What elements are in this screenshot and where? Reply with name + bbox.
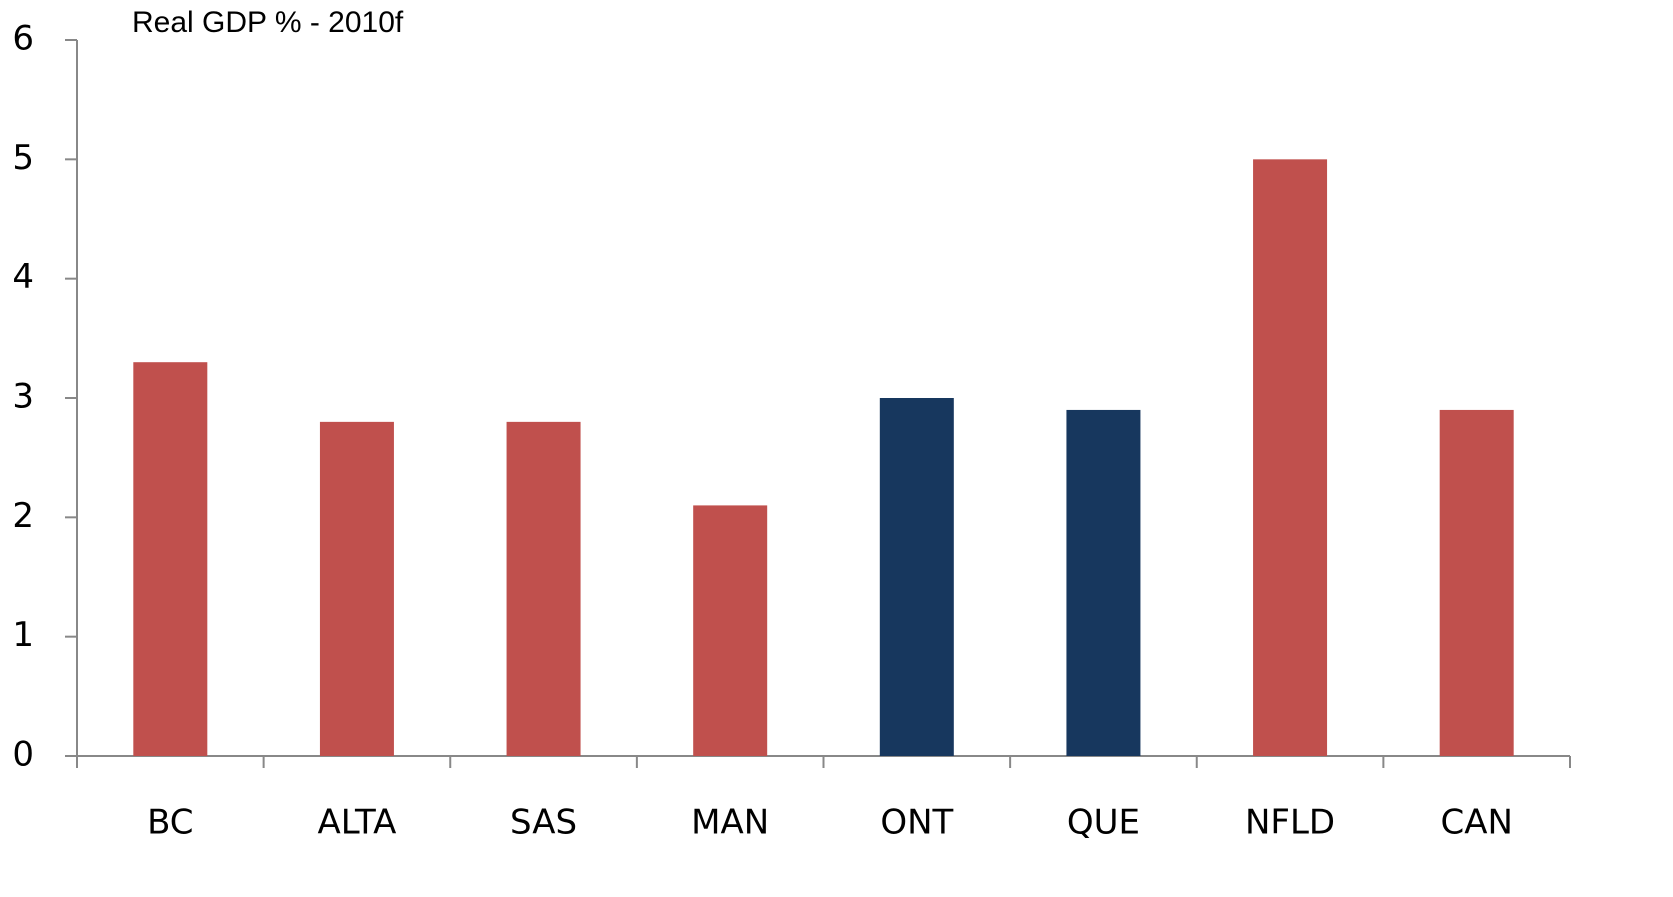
y-tick-label: 0	[12, 735, 34, 775]
y-tick-label: 3	[12, 377, 34, 417]
bar	[133, 362, 208, 756]
x-tick-label: BC	[147, 803, 193, 843]
bar	[506, 421, 581, 756]
x-tick-label: NFLD	[1245, 803, 1335, 843]
x-tick-label: CAN	[1440, 803, 1512, 843]
x-tick-label: QUE	[1067, 803, 1140, 843]
bar	[319, 421, 394, 756]
bar	[1253, 159, 1328, 757]
x-tick-label: ALTA	[317, 803, 396, 843]
bar	[1066, 409, 1141, 756]
y-tick-label: 1	[12, 615, 34, 655]
bar	[693, 505, 768, 756]
bar	[1439, 409, 1514, 756]
bar	[879, 398, 954, 756]
y-tick-label: 4	[12, 257, 34, 297]
y-tick-label: 5	[12, 138, 34, 178]
x-tick-label: ONT	[880, 803, 953, 843]
y-tick-label: 6	[12, 19, 34, 59]
chart-title: Real GDP % - 2010f	[132, 6, 404, 39]
x-tick-label: SAS	[510, 803, 577, 843]
y-tick-label: 2	[12, 496, 34, 536]
x-tick-label: MAN	[691, 803, 769, 843]
